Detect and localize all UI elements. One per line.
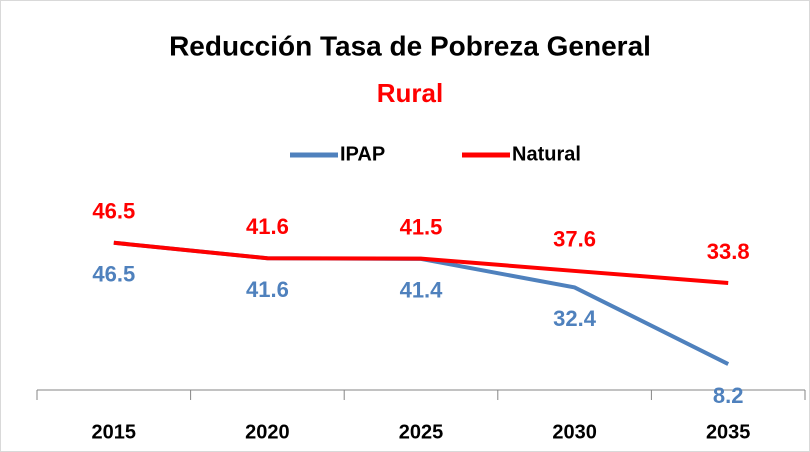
chart-subtitle: Rural bbox=[377, 78, 443, 108]
x-tick-label: 2035 bbox=[706, 421, 751, 443]
x-tick-label: 2015 bbox=[92, 421, 137, 443]
data-label: 8.2 bbox=[713, 383, 744, 408]
data-label: 41.5 bbox=[400, 214, 443, 239]
x-tick-label: 2020 bbox=[245, 421, 290, 443]
data-label: 46.5 bbox=[92, 199, 135, 224]
chart-title: Reducción Tasa de Pobreza General bbox=[169, 30, 651, 61]
x-tick-label: 2030 bbox=[552, 421, 597, 443]
legend-label: IPAP bbox=[340, 143, 385, 165]
data-label: 41.6 bbox=[246, 214, 289, 239]
data-label: 41.6 bbox=[246, 277, 289, 302]
data-label: 46.5 bbox=[92, 262, 135, 287]
data-label: 37.6 bbox=[553, 227, 596, 252]
data-label: 33.8 bbox=[707, 239, 750, 264]
x-tick-label: 2025 bbox=[399, 421, 444, 443]
legend-label: Natural bbox=[512, 143, 581, 165]
data-label: 41.4 bbox=[400, 278, 444, 303]
line-series bbox=[113, 240, 729, 285]
data-label: 32.4 bbox=[553, 306, 597, 331]
